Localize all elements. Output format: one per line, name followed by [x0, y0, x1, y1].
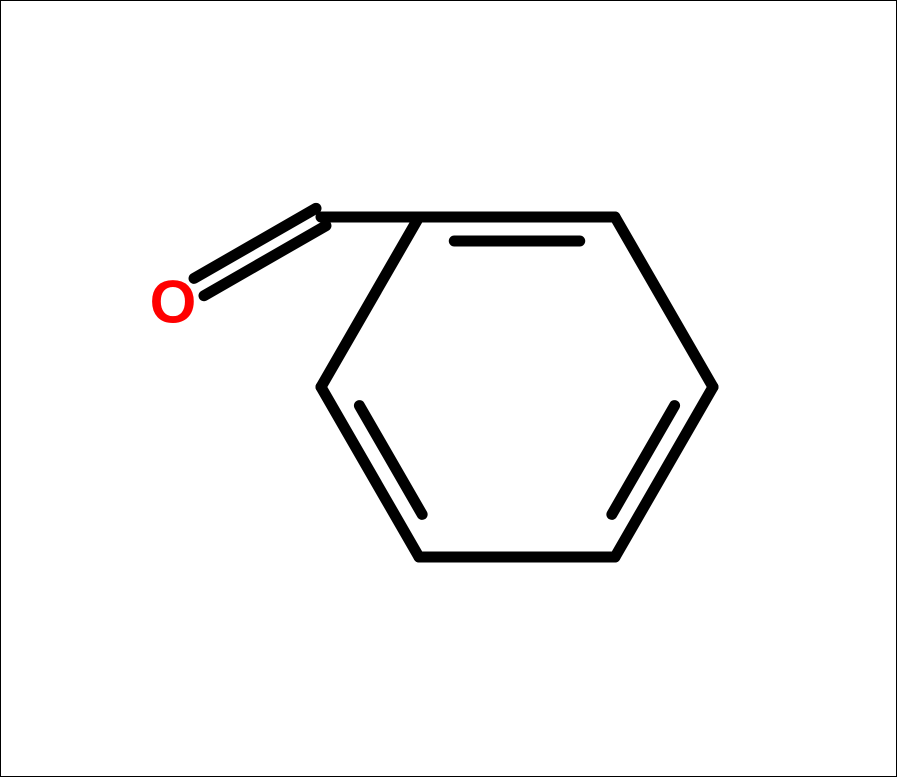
diagram-frame: O [0, 0, 897, 777]
atom-label-o: O [150, 269, 197, 336]
molecule-svg: O [1, 1, 897, 778]
